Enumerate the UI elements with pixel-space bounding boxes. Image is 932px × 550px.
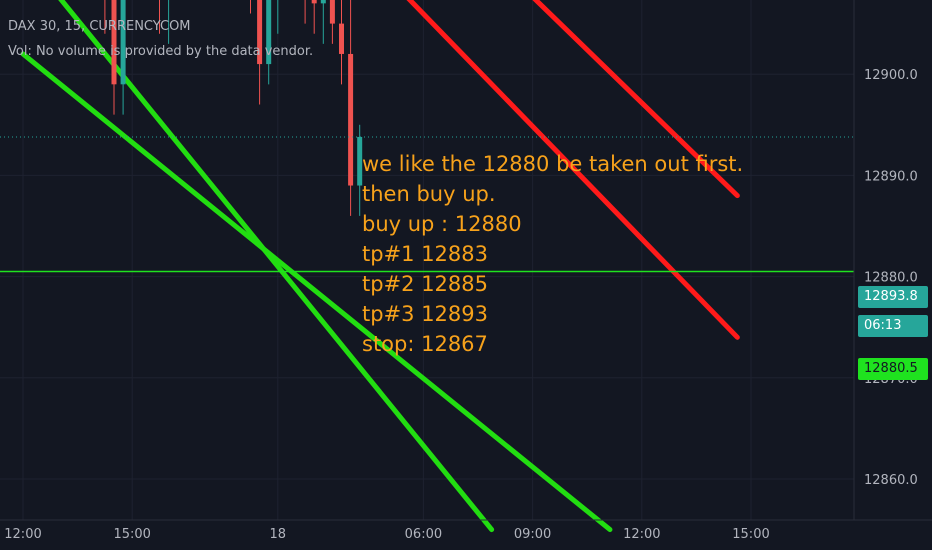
candle: [257, 0, 263, 105]
candle: [329, 0, 335, 44]
y-tick-label: 12880.0: [864, 271, 918, 286]
x-tick-label: 12:00: [4, 527, 41, 542]
candle-body: [357, 136, 363, 186]
candlesticks: [104, 0, 363, 216]
candle-body: [111, 0, 117, 85]
candle-body: [329, 0, 335, 24]
annotation-line: stop: 12867: [362, 332, 488, 356]
volume-notice: Vol: No volume is provided by the data v…: [8, 44, 314, 59]
candle-body: [320, 0, 326, 4]
candle-body: [266, 0, 272, 65]
candle: [104, 0, 106, 34]
candle: [357, 124, 363, 216]
candle: [277, 0, 279, 34]
price-levels: [0, 136, 854, 273]
y-tick-label: 12900.0: [864, 68, 918, 83]
level-price-tag: 12880.5: [858, 358, 928, 380]
x-tick-label: 09:00: [514, 527, 551, 542]
candle: [111, 0, 117, 115]
y-tick-label: 12860.0: [864, 473, 918, 488]
candle-body: [348, 53, 354, 186]
annotation-line: tp#1 12883: [362, 242, 488, 266]
candle: [304, 0, 306, 24]
x-tick-label: 12:00: [623, 527, 660, 542]
countdown-tag: 06:13: [858, 315, 928, 337]
candle: [120, 0, 126, 115]
price-axis[interactable]: 12860.012870.012880.012890.012900.012910…: [864, 0, 918, 488]
support-trend-line: [20, 51, 613, 533]
symbol-title: DAX 30, 15, CURRENCYCOM: [8, 19, 191, 34]
candle: [266, 0, 272, 85]
current-price-tag: 12893.8: [858, 286, 928, 308]
annotation-line: tp#2 12885: [362, 272, 488, 296]
candle: [250, 0, 251, 14]
candle-body: [120, 0, 126, 85]
x-tick-label: 06:00: [405, 527, 442, 542]
resistance-trend-line: [532, 0, 740, 199]
x-tick-label: 15:00: [732, 527, 769, 542]
chart-grid: [0, 0, 854, 520]
channel-lines: [20, 0, 740, 533]
annotation-line: we like the 12880 be taken out first.: [362, 152, 744, 176]
candle: [320, 0, 326, 44]
y-tick-label: 12890.0: [864, 169, 918, 184]
annotation-line: then buy up.: [362, 182, 496, 206]
annotation-line: tp#3 12893: [362, 302, 488, 326]
x-tick-label: 18: [270, 527, 287, 542]
annotation-line: buy up : 12880: [362, 212, 522, 236]
candle: [311, 0, 317, 34]
candle: [348, 0, 354, 216]
time-axis[interactable]: 12:00 15:00 18 06:00 09:00 12:00 15:00: [4, 527, 769, 542]
x-tick-label: 15:00: [113, 527, 150, 542]
candle-body: [339, 23, 344, 54]
candle-body: [311, 0, 317, 4]
candle: [339, 0, 344, 85]
resistance-trend-line: [406, 0, 740, 340]
candle: [168, 0, 170, 44]
candle-body: [257, 0, 263, 65]
